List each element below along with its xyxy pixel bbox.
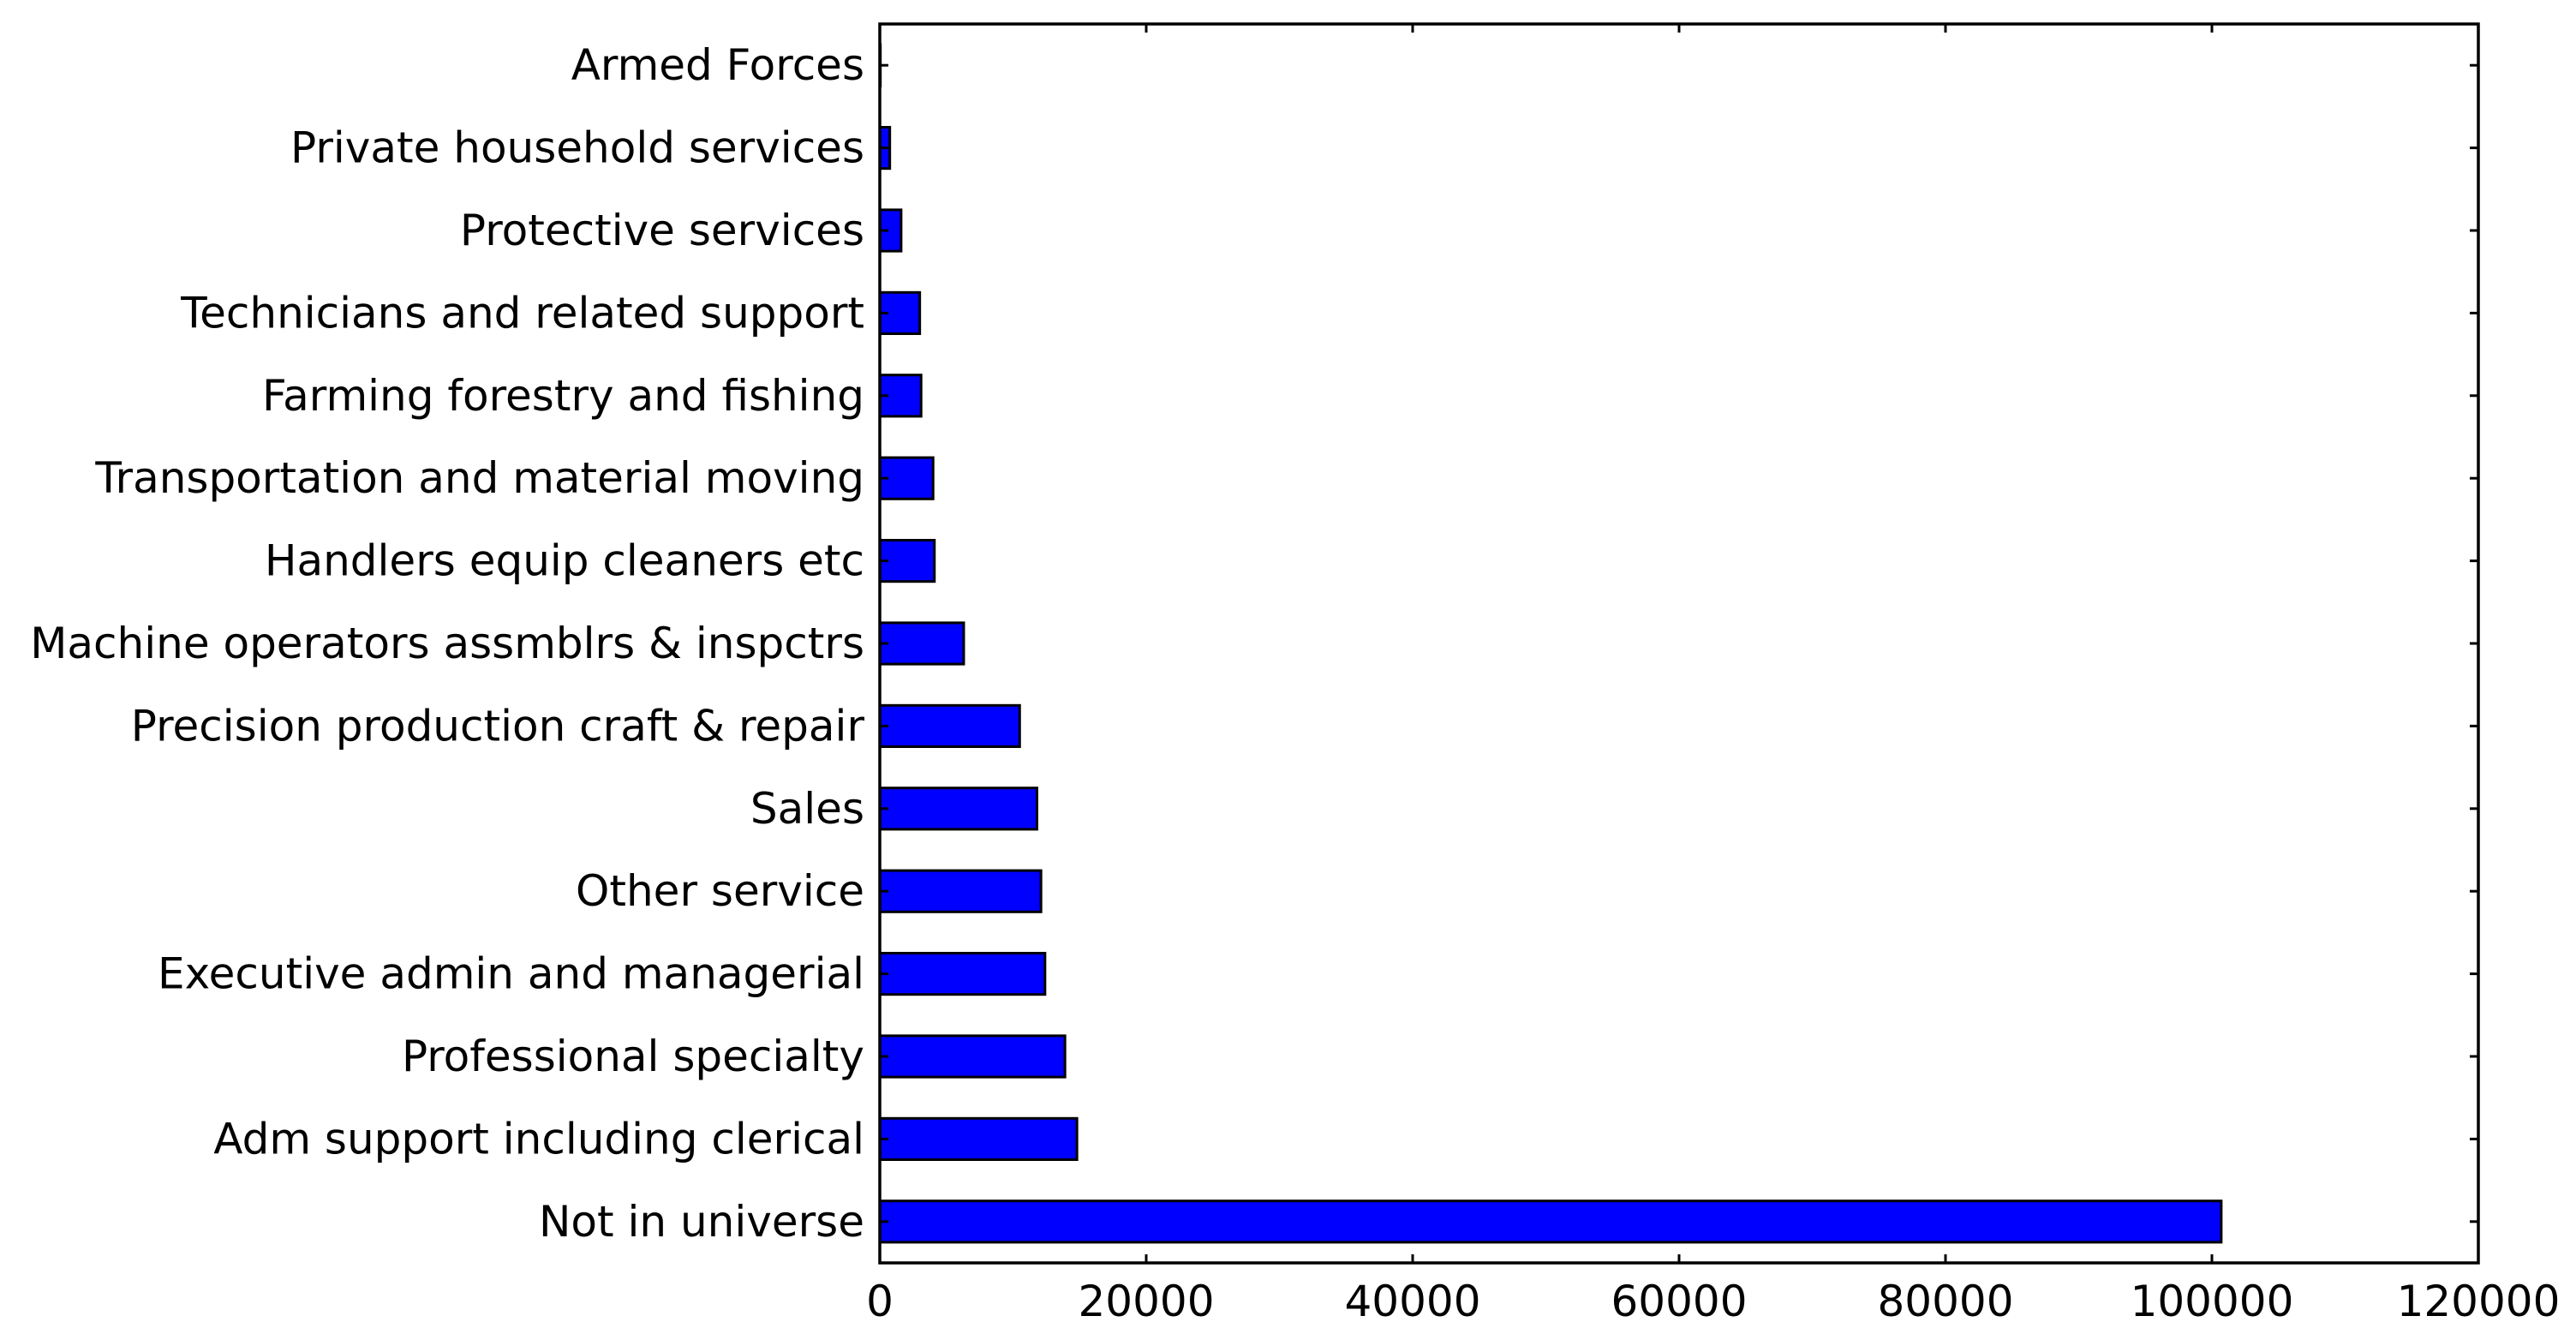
bar: [878, 1116, 1079, 1162]
x-tick-label: 100000: [2131, 1277, 2294, 1326]
ticks-group: [878, 24, 2480, 1263]
y-tick-label: Adm support including clerical: [213, 1114, 864, 1164]
bar: [878, 1199, 2223, 1244]
y-tick-label: Transportation and material moving: [94, 453, 864, 503]
x-tick-label: 0: [866, 1277, 894, 1326]
y-tick-label: Not in universe: [539, 1197, 864, 1247]
y-tick-label: Other service: [576, 866, 864, 916]
bar: [878, 787, 1038, 831]
bar: [878, 1034, 1067, 1079]
x-tick-label: 20000: [1078, 1277, 1214, 1326]
x-tick-label: 80000: [1877, 1277, 2013, 1326]
x-tick-label: 60000: [1611, 1277, 1747, 1326]
y-tick-label: Armed Forces: [571, 40, 864, 90]
y-tick-label: Professional specialty: [402, 1032, 864, 1081]
y-tick-label: Handlers equip cleaners etc: [265, 536, 864, 586]
y-tick-label: Farming forestry and fishing: [262, 371, 864, 421]
y-tick-labels: Not in universe Adm support including cle…: [30, 40, 864, 1247]
plot-frame: [878, 22, 2480, 1265]
y-tick-label: Machine operators assmblrs & inspctrs: [30, 619, 864, 668]
y-tick-label: Executive admin and managerial: [158, 949, 864, 999]
bar: [878, 869, 1043, 913]
bar: [878, 456, 935, 500]
bars-group: [878, 43, 2223, 1244]
y-tick-label: Private household services: [290, 123, 864, 173]
bar: [878, 703, 1021, 748]
bar: [878, 621, 965, 666]
y-tick-label: Protective services: [460, 206, 864, 255]
bar: [878, 952, 1047, 996]
x-tick-labels: 0 20000 40000 60000 80000 100000 120000: [866, 1277, 2560, 1326]
y-tick-label: Precision production craft & repair: [131, 701, 865, 751]
y-tick-label: Sales: [750, 784, 864, 834]
x-tick-label: 120000: [2397, 1277, 2561, 1326]
x-tick-label: 40000: [1344, 1277, 1480, 1326]
y-tick-label: Technicians and related support: [180, 288, 864, 338]
